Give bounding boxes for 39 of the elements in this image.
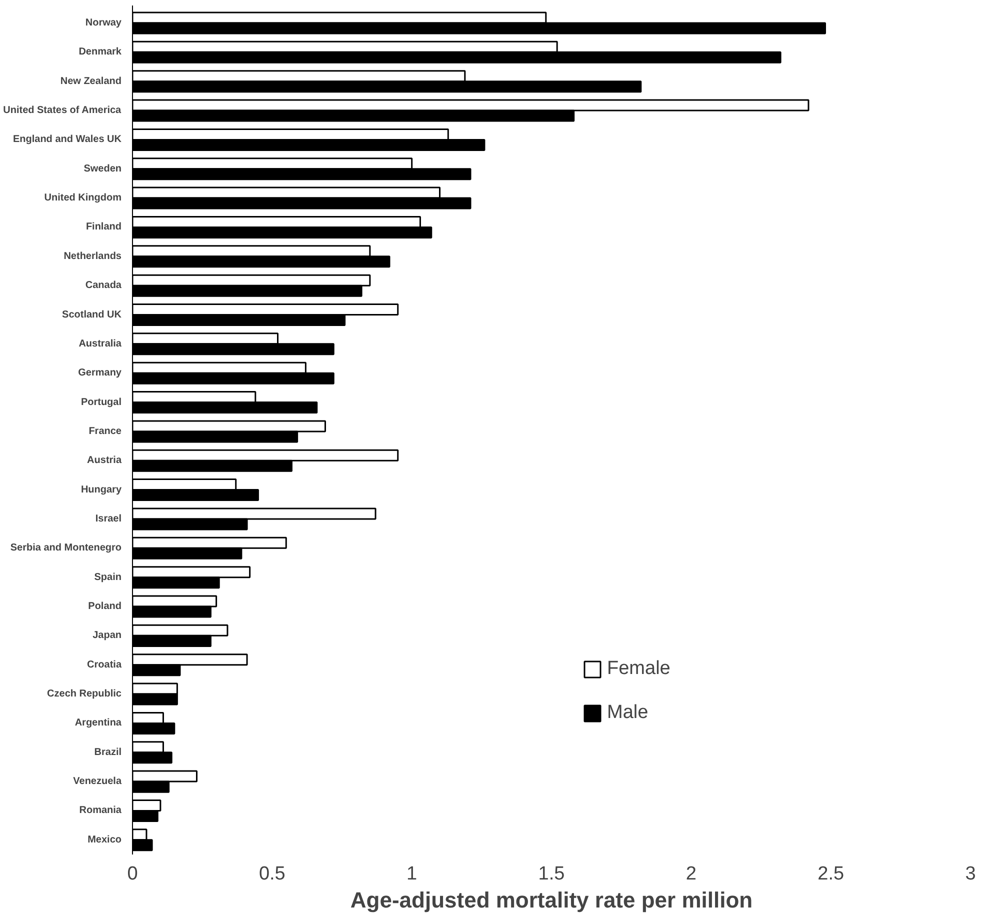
x-tick-label: 1 [406,864,418,884]
y-tick-label: Scotland UK [62,309,122,320]
x-tick-label: 1.5 [538,864,565,884]
y-tick-label: Mexico [88,834,122,846]
x-axis-title: Age-adjusted mortality rate per million [350,888,753,912]
y-tick-label: Denmark [78,46,122,58]
y-tick-label: Norway [85,18,122,29]
y-tick-label: Sweden [84,163,122,174]
y-tick-label: Argentina [74,718,122,729]
x-tick-label: 2 [686,864,696,884]
y-tick-label: Germany [78,368,122,379]
x-tick-label: 2.5 [818,864,844,884]
x-tick-label: 0.5 [258,864,286,884]
y-tick-label: Australia [78,338,122,350]
y-tick-label: Israel [95,513,122,524]
y-tick-label: Czech Republic [47,688,122,700]
y-tick-label: Serbia and Montenegro [10,542,122,554]
y-tick-label: Spain [94,572,122,583]
y-tick-label: France [88,426,122,437]
y-tick-label: United States of America [3,105,122,116]
y-tick-label: Canada [85,280,122,292]
y-tick-label: United Kingdom [44,192,122,204]
y-tick-label: Hungary [80,484,122,496]
y-tick-label: New Zealand [60,76,122,87]
y-tick-label: Poland [88,601,122,612]
x-tick-label: 0 [127,864,138,884]
y-tick-label: Romania [79,805,122,816]
y-tick-label: Croatia [87,659,122,670]
y-tick-label: Japan [92,630,122,642]
y-tick-label: Venezuela [73,776,122,788]
legend-label: Male [607,702,648,724]
y-tick-label: Portugal [80,396,122,408]
legend-label: Female [607,658,670,680]
x-tick-label: 3 [965,864,976,884]
y-tick-label: Brazil [94,746,122,758]
y-tick-label: England and Wales UK [12,134,122,146]
y-tick-label: Austria [87,455,122,466]
y-tick-label: Netherlands [64,250,122,262]
y-tick-label: Finland [86,222,122,233]
